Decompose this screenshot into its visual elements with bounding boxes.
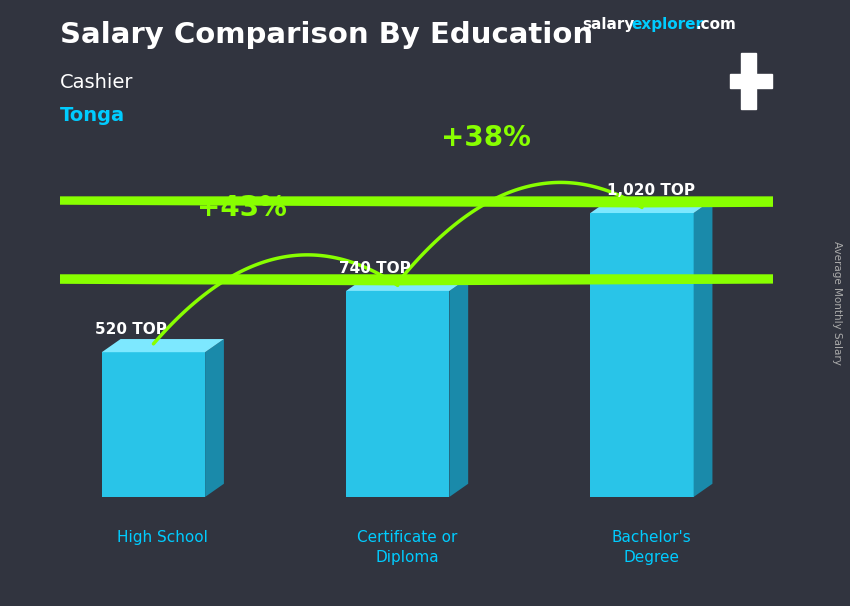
Text: Average Monthly Salary: Average Monthly Salary [832, 241, 842, 365]
Bar [741, 53, 756, 109]
Polygon shape [205, 339, 224, 497]
Text: explorer: explorer [632, 17, 704, 32]
Text: .com: .com [695, 17, 736, 32]
Text: Bachelor's
Degree: Bachelor's Degree [611, 530, 691, 565]
Text: High School: High School [117, 530, 208, 545]
Text: 520 TOP: 520 TOP [95, 322, 167, 337]
Polygon shape [590, 213, 694, 497]
Text: +43%: +43% [197, 195, 286, 222]
Text: Certificate or
Diploma: Certificate or Diploma [357, 530, 457, 565]
Text: Tonga: Tonga [60, 106, 125, 125]
Text: 1,020 TOP: 1,020 TOP [608, 183, 695, 198]
Bar [730, 74, 772, 88]
Polygon shape [346, 278, 468, 291]
Polygon shape [590, 200, 712, 213]
Text: Salary Comparison By Education: Salary Comparison By Education [60, 21, 592, 49]
Polygon shape [450, 278, 468, 497]
Polygon shape [694, 200, 712, 497]
Text: 740 TOP: 740 TOP [339, 261, 411, 276]
Polygon shape [0, 196, 850, 207]
Polygon shape [346, 291, 450, 497]
Polygon shape [102, 339, 224, 352]
Polygon shape [102, 352, 205, 497]
Text: Cashier: Cashier [60, 73, 133, 92]
Text: +38%: +38% [441, 124, 531, 152]
Polygon shape [0, 275, 850, 285]
Text: salary: salary [582, 17, 635, 32]
